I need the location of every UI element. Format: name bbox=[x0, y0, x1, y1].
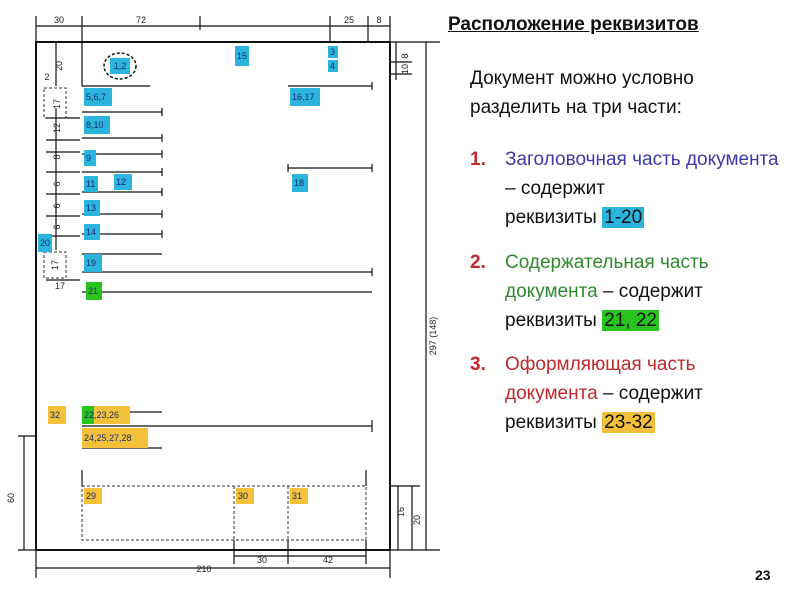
part-3-range: 23-32 bbox=[602, 412, 655, 433]
zone-label: 11 bbox=[86, 179, 95, 189]
zone-15: 15 bbox=[235, 46, 249, 66]
zone-14: 14 bbox=[84, 224, 100, 240]
zone-label: 12 bbox=[116, 177, 126, 187]
dimension-label: 42 bbox=[323, 555, 333, 565]
zone-label: 13 bbox=[86, 203, 96, 213]
dimension-label: 8 bbox=[376, 15, 381, 25]
zone-24-25-27-28: 24,25,27,28 bbox=[82, 428, 148, 448]
zone-label: 3 bbox=[330, 47, 335, 57]
dimension-label: 6 bbox=[52, 203, 62, 208]
zone-label: 32 bbox=[50, 410, 60, 420]
zone-16-17: 16,17 bbox=[290, 88, 320, 106]
zone-9: 9 bbox=[84, 150, 96, 166]
zone-8-10: 8,10 bbox=[84, 116, 110, 134]
dimension-label: 17 bbox=[52, 99, 62, 109]
dimension-label: 20 bbox=[54, 61, 64, 71]
dimension-label: 8 bbox=[52, 154, 62, 159]
zone-12: 12 bbox=[114, 174, 132, 190]
zone-label: 22,23,26 bbox=[84, 410, 119, 420]
zone-22-23-26: 22,23,26 bbox=[82, 406, 130, 424]
dimension-label: 210 bbox=[196, 564, 211, 574]
part-1-prefix: реквизиты bbox=[505, 207, 603, 228]
zone-label: 4 bbox=[330, 61, 335, 71]
zone-label: 16,17 bbox=[292, 92, 315, 102]
zone-20: 20 bbox=[38, 234, 52, 252]
page-number: 23 bbox=[755, 567, 771, 583]
dimension-label: 12 bbox=[52, 123, 62, 133]
dimension-label: 2 bbox=[44, 72, 49, 82]
dimension-label: 6 bbox=[52, 181, 62, 186]
zone-3: 3 bbox=[328, 46, 338, 58]
zone-19: 19 bbox=[84, 254, 102, 272]
dimension-label: 17 bbox=[50, 260, 60, 270]
intro-text: Документ можно условно разделить на три … bbox=[470, 68, 694, 118]
dimension-label: 297 (148) bbox=[428, 317, 438, 356]
part-3-name: Оформляющая часть документа bbox=[505, 354, 696, 404]
part-1-number: 1. bbox=[470, 149, 486, 170]
page-frame bbox=[35, 41, 391, 551]
zone-21: 21 bbox=[86, 282, 102, 300]
slide-title: Расположение реквизитов bbox=[448, 14, 699, 35]
part-2-name: Содержательная часть документа bbox=[505, 252, 709, 302]
zone-1-2: 1,2 bbox=[103, 52, 137, 80]
zone-label: 30 bbox=[238, 491, 248, 501]
zone-13: 13 bbox=[84, 200, 100, 216]
dimension-label: 30 bbox=[54, 15, 64, 25]
zone-4: 4 bbox=[328, 60, 338, 72]
dimension-labels: 30 72 25 8 20 2 17 12 8 6 6 6 17 17 8 10 60 16 20 297 (148)… bbox=[6, 15, 438, 574]
zone-label: 29 bbox=[86, 491, 96, 501]
zone-11: 11 bbox=[84, 176, 98, 192]
dimension-label: 16 bbox=[396, 507, 406, 517]
part-2-dash: – содержит bbox=[597, 281, 703, 302]
zone-label: 21 bbox=[88, 286, 98, 296]
left-ticks bbox=[46, 117, 80, 281]
header-zone-outline bbox=[81, 42, 150, 87]
dimension-label: 20 bbox=[412, 515, 422, 525]
dimension-label: 6 bbox=[52, 224, 62, 229]
zone-label: 8,10 bbox=[86, 120, 104, 130]
zone-29: 29 bbox=[84, 488, 102, 504]
dimension-label: 72 bbox=[136, 15, 146, 25]
dimension-label: 8 bbox=[400, 53, 410, 58]
zone-label: 9 bbox=[86, 153, 91, 163]
dimension-label: 60 bbox=[6, 493, 16, 503]
part-3-prefix: реквизиты bbox=[505, 412, 603, 433]
zone-30: 30 bbox=[236, 488, 254, 504]
part-1-dash: – содержит bbox=[505, 178, 605, 199]
zone-label: 15 bbox=[237, 51, 247, 61]
zone-label: 18 bbox=[294, 178, 304, 188]
part-2-range: 21, 22 bbox=[602, 310, 659, 331]
zone-label: 14 bbox=[86, 227, 96, 237]
part-2-prefix: реквизиты bbox=[505, 310, 603, 331]
dimension-label: 10 bbox=[400, 64, 410, 74]
part-1-range: 1-20 bbox=[602, 207, 645, 228]
zone-31: 31 bbox=[290, 488, 308, 504]
dimension-label: 17 bbox=[55, 281, 65, 291]
dimension-label: 25 bbox=[344, 15, 354, 25]
zone-label: 24,25,27,28 bbox=[84, 433, 132, 443]
part-3-dash: – содержит bbox=[597, 383, 703, 404]
zone-32: 32 bbox=[48, 406, 66, 424]
zone-label: 31 bbox=[292, 491, 302, 501]
requisite-zones: 1,2 15 3 4 5,6,7 16,17 8,10 9 11 12 18 13 14 20 19 21 32… bbox=[38, 46, 338, 504]
dimension-label: 30 bbox=[257, 555, 267, 565]
dim-box bbox=[43, 251, 67, 279]
zone-18: 18 bbox=[292, 174, 308, 192]
zone-label: 20 bbox=[40, 238, 50, 248]
zone-label: 5,6,7 bbox=[86, 92, 106, 102]
zone-5-6-7: 5,6,7 bbox=[84, 88, 112, 106]
part-1-name: Заголовочная часть документа bbox=[505, 149, 779, 170]
part-2-number: 2. bbox=[470, 252, 486, 273]
zone-label: 19 bbox=[86, 258, 96, 268]
zone-label: 1,2 bbox=[114, 61, 127, 71]
part-3-number: 3. bbox=[470, 354, 486, 375]
document-layout-diagram: 30 72 25 8 20 2 17 12 8 6 6 6 17 17 8 10 60 16 20 297 (148)… bbox=[6, 15, 440, 578]
